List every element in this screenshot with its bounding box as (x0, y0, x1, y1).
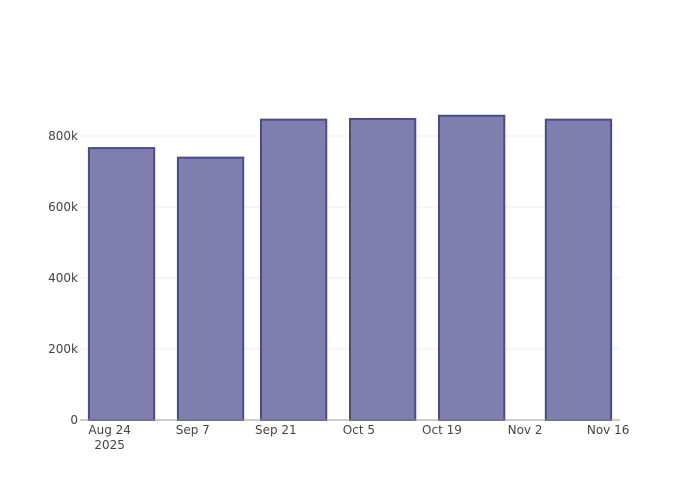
bar (438, 114, 506, 421)
y-tick-label: 0 (70, 413, 78, 427)
y-tick-label: 800k (48, 129, 78, 143)
y-axis-ticks: 0 200k 400k 600k 800k (48, 129, 78, 427)
y-tick-label: 600k (48, 200, 78, 214)
x-tick-label: Sep 21 (255, 423, 297, 437)
x-tick-label: Nov 16 (587, 423, 630, 437)
x-tick-year-label: 2025 (94, 438, 125, 452)
y-tick-label: 400k (48, 271, 78, 285)
bar (87, 147, 156, 421)
bars (87, 114, 613, 422)
x-tick-label: Sep 7 (176, 423, 210, 437)
bar (544, 118, 613, 421)
bar (176, 156, 245, 421)
x-tick-label: Aug 24 (88, 423, 131, 437)
bar (349, 117, 417, 422)
y-tick-label: 200k (48, 342, 78, 356)
bar (259, 118, 328, 421)
x-tick-label: Oct 5 (343, 423, 375, 437)
x-tick-label: Oct 19 (422, 423, 462, 437)
x-tick-label: Nov 2 (508, 423, 543, 437)
